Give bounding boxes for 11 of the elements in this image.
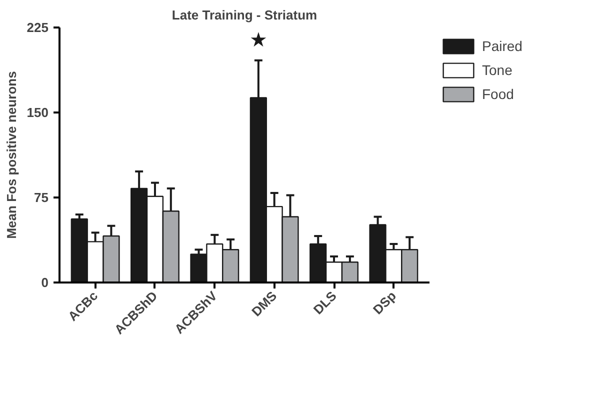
chart-title: Late Training - Striatum — [172, 8, 318, 22]
x-tick-label: DSp — [370, 288, 400, 318]
legend-label: Tone — [482, 62, 512, 78]
y-tick-label: 75 — [34, 190, 49, 205]
legend-label: Food — [482, 86, 514, 102]
y-tick-label: 0 — [41, 275, 49, 290]
annotation: ★ — [249, 28, 268, 52]
y-tick-label: 150 — [26, 105, 49, 120]
y-tick-label: 225 — [26, 20, 49, 35]
y-axis-title: Mean Fos positive neurons — [4, 71, 19, 239]
legend-label: Paired — [482, 38, 522, 54]
